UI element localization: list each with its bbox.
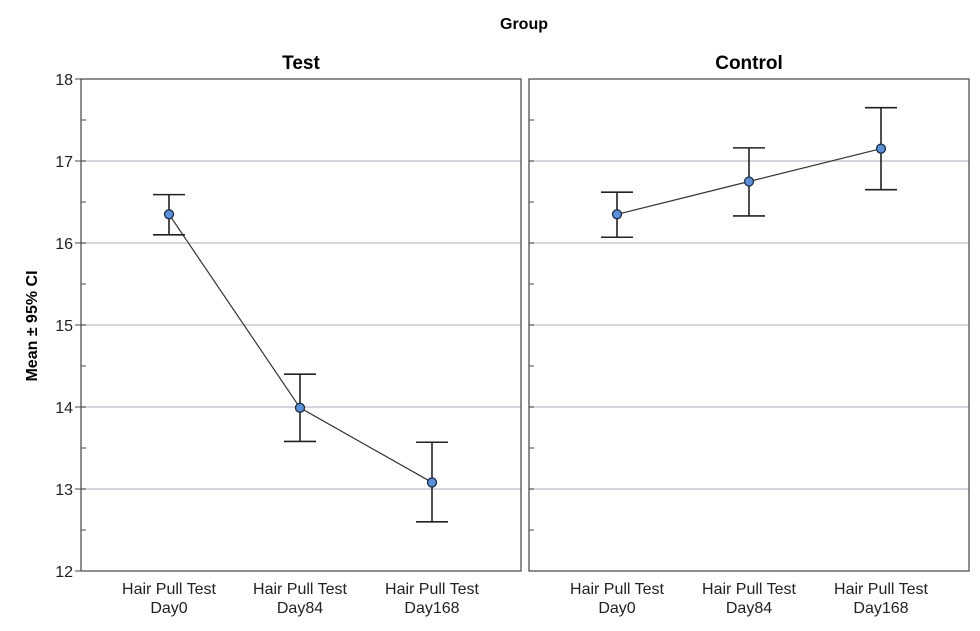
panel-title: Control	[715, 53, 783, 74]
y-tick-label: 16	[55, 236, 73, 253]
y-tick-label: 14	[55, 400, 73, 417]
panel-title: Test	[282, 53, 320, 74]
mean-point	[294, 402, 306, 413]
x-tick-label-line2: Day84	[726, 600, 772, 617]
mean-point	[875, 143, 887, 154]
x-tick-label-line2: Day168	[853, 600, 908, 617]
x-tick-label-line2: Day0	[598, 600, 635, 617]
x-tick-label-line2: Day0	[150, 600, 187, 617]
x-tick-label-line1: Hair Pull Test	[253, 581, 348, 598]
y-tick-label: 17	[55, 154, 73, 171]
y-tick-label: 13	[55, 482, 73, 499]
x-tick-label-line1: Hair Pull Test	[122, 581, 217, 598]
x-tick-label-line1: Hair Pull Test	[702, 581, 797, 598]
mean-point	[611, 209, 623, 220]
y-tick-label: 15	[55, 318, 73, 335]
chart-title: Group	[500, 16, 548, 33]
y-tick-label: 12	[55, 564, 73, 581]
x-tick-label-line2: Day84	[277, 600, 323, 617]
x-tick-label-line1: Hair Pull Test	[834, 581, 929, 598]
x-tick-label-line2: Day168	[404, 600, 459, 617]
panel-frame	[528, 78, 970, 572]
x-tick-label-line1: Hair Pull Test	[570, 581, 665, 598]
y-axis-label: Mean ± 95% CI	[24, 270, 41, 381]
mean-point	[426, 477, 438, 488]
mean-point	[743, 176, 755, 187]
x-tick-label-line1: Hair Pull Test	[385, 581, 480, 598]
y-tick-label: 18	[55, 72, 73, 89]
mean-point	[163, 209, 175, 220]
panel-frame	[80, 78, 522, 572]
